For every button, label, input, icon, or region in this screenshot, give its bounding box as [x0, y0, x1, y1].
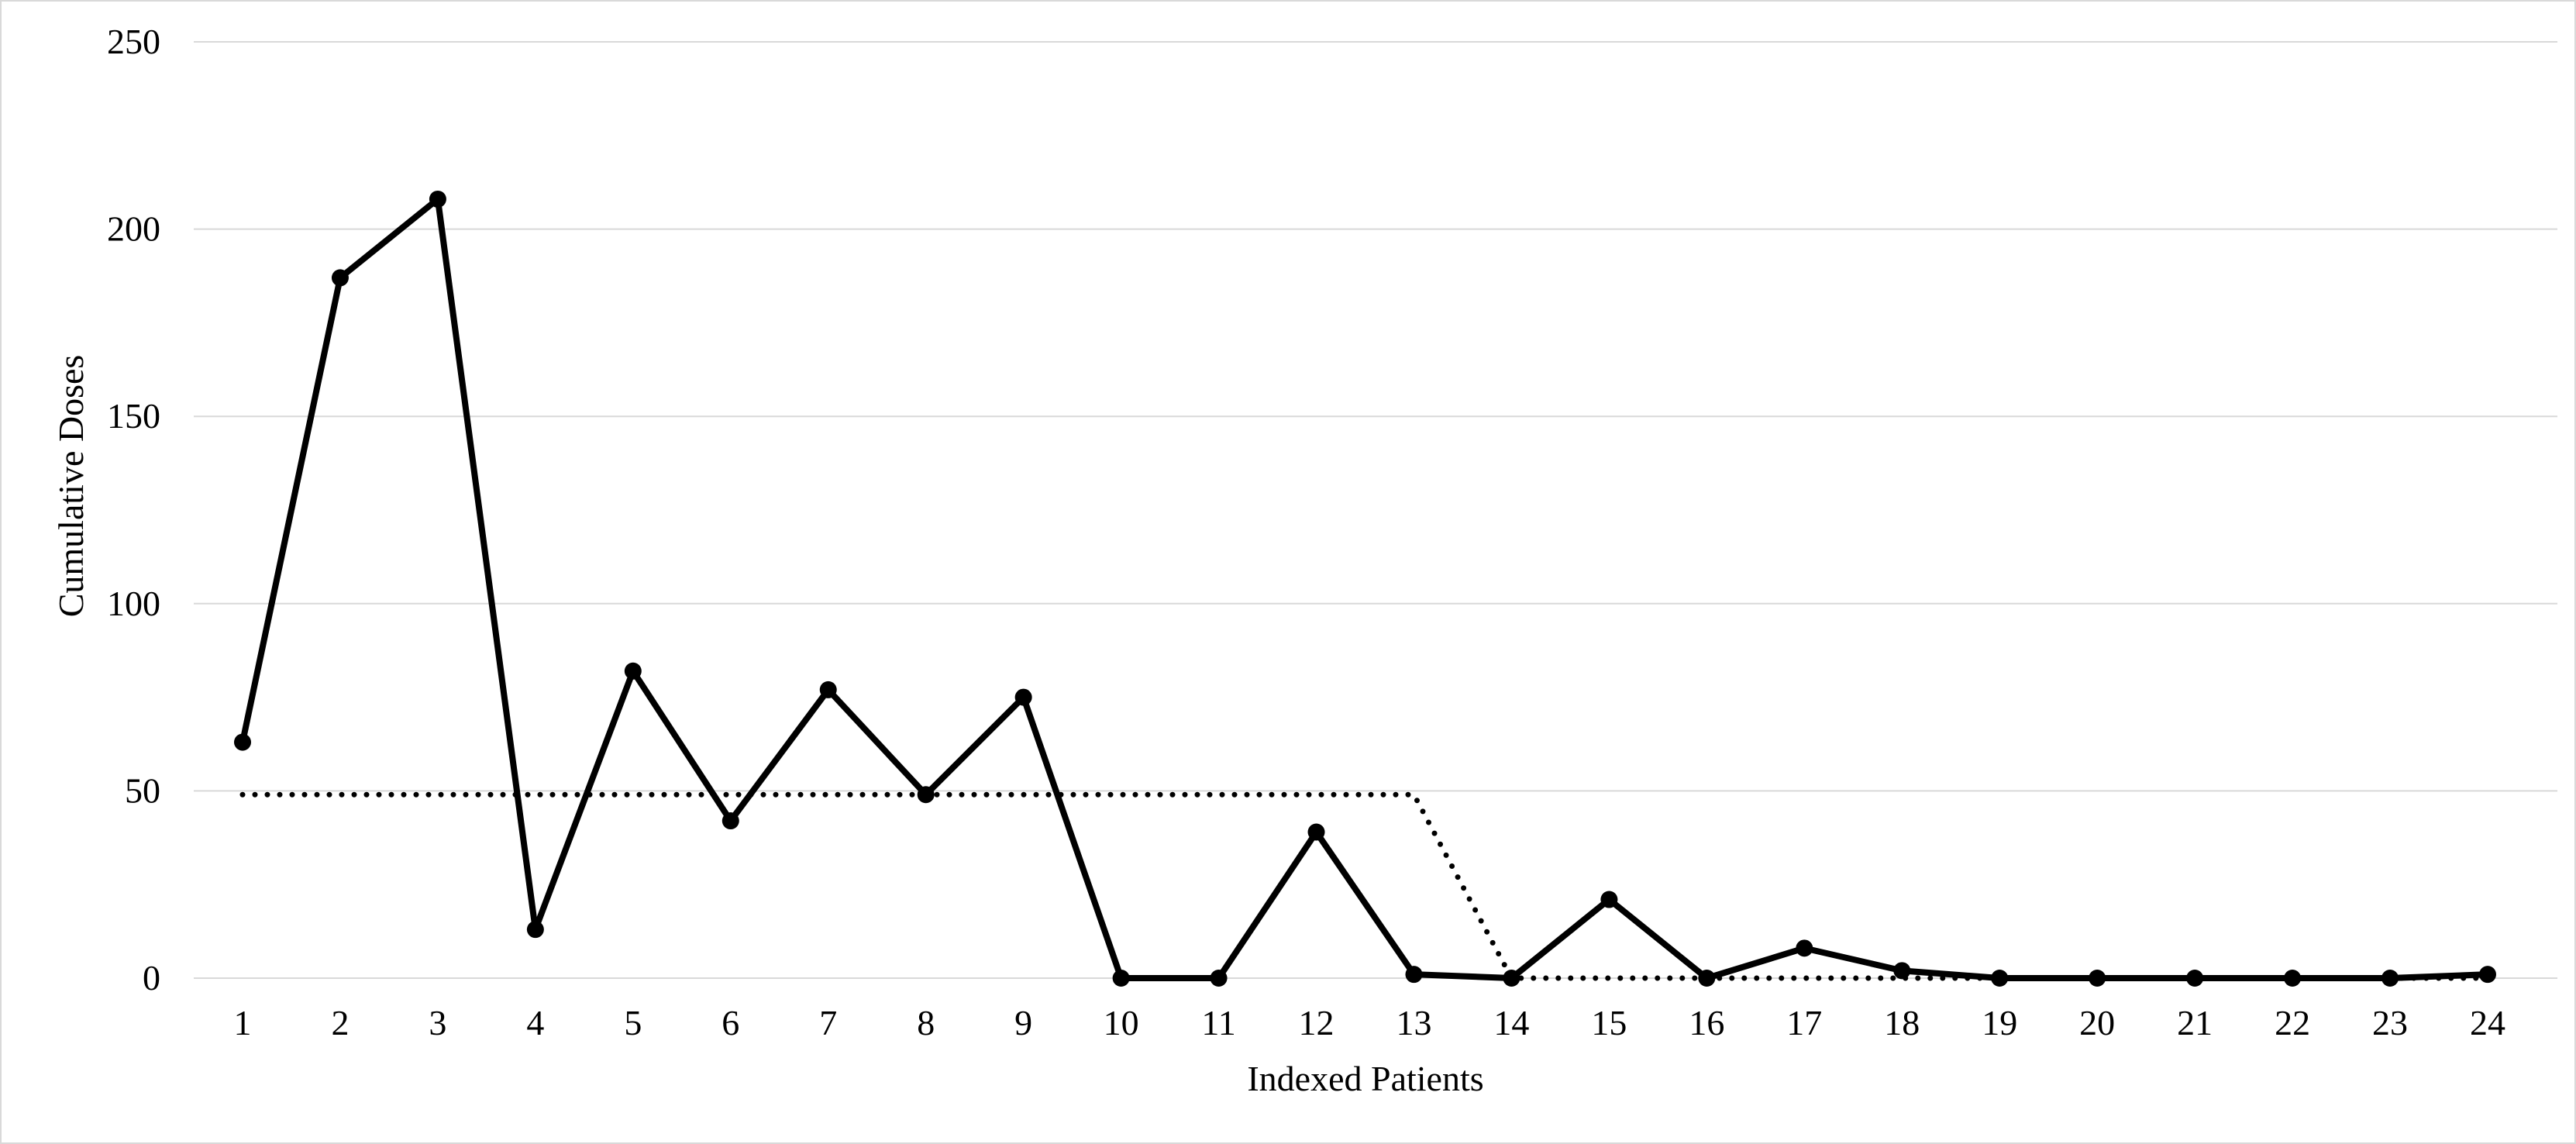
x-tick-label-9: 9 — [1014, 1003, 1032, 1042]
y-axis-title: Cumulative Doses — [51, 355, 91, 618]
y-tick-label-150: 150 — [107, 396, 160, 436]
x-tick-label-13: 13 — [1396, 1003, 1431, 1042]
x-tick-label-17: 17 — [1786, 1003, 1822, 1042]
x-tick-label-18: 18 — [1884, 1003, 1920, 1042]
x-tick-label-3: 3 — [429, 1003, 446, 1042]
x-tick-label-10: 10 — [1104, 1003, 1139, 1042]
x-tick-label-1: 1 — [234, 1003, 252, 1042]
x-tick-label-16: 16 — [1689, 1003, 1724, 1042]
series-line-solid — [239, 195, 2488, 981]
data-point-24 — [2479, 966, 2496, 984]
data-point-5 — [624, 662, 642, 680]
data-point-7 — [819, 681, 837, 698]
x-tick-label-22: 22 — [2275, 1003, 2310, 1042]
x-axis-title: Indexed Patients — [1247, 1059, 1483, 1098]
x-tick-label-19: 19 — [1982, 1003, 2017, 1042]
data-point-4 — [526, 921, 544, 939]
x-tick-label-14: 14 — [1493, 1003, 1529, 1042]
data-point-6 — [721, 812, 739, 830]
data-point-20 — [2089, 970, 2106, 987]
x-tick-label-20: 20 — [2079, 1003, 2115, 1042]
data-point-2 — [331, 269, 349, 287]
gridlines — [194, 41, 2557, 979]
y-tick-label-100: 100 — [107, 584, 160, 623]
x-tick-label-2: 2 — [331, 1003, 349, 1042]
data-point-21 — [2186, 970, 2204, 987]
y-tick-label-200: 200 — [107, 209, 160, 249]
data-point-12 — [1307, 823, 1325, 841]
data-point-13 — [1405, 966, 1423, 984]
x-axis-ticks: 1 2 3 4 5 6 7 8 9 10 11 12 13 14 15 16 17 18 19 20 21 22 23 24 — [234, 1003, 2506, 1042]
data-point-1 — [234, 733, 251, 751]
data-point-18 — [1893, 962, 1911, 980]
x-tick-label-12: 12 — [1299, 1003, 1334, 1042]
data-point-9 — [1014, 688, 1032, 706]
y-tick-label-250: 250 — [107, 22, 160, 61]
y-tick-label-50: 50 — [125, 770, 160, 810]
series-layer — [234, 190, 2496, 987]
x-tick-label-5: 5 — [624, 1003, 642, 1042]
x-tick-label-11: 11 — [1201, 1003, 1235, 1042]
x-tick-label-23: 23 — [2372, 1003, 2408, 1042]
y-axis-ticks: 0 50 100 150 200 250 — [107, 22, 160, 998]
data-point-10 — [1112, 970, 1130, 987]
data-point-14 — [1503, 970, 1520, 987]
data-point-19 — [1991, 970, 2009, 987]
x-tick-label-21: 21 — [2177, 1003, 2213, 1042]
x-tick-label-24: 24 — [2470, 1003, 2505, 1042]
data-point-15 — [1600, 891, 1618, 908]
data-point-17 — [1796, 939, 1813, 957]
series-line-dotted — [239, 791, 2491, 981]
x-tick-label-6: 6 — [721, 1003, 739, 1042]
x-tick-label-7: 7 — [819, 1003, 837, 1042]
y-tick-label-0: 0 — [143, 958, 160, 998]
data-point-3 — [429, 190, 446, 208]
data-point-11 — [1210, 970, 1228, 987]
x-tick-label-4: 4 — [526, 1003, 544, 1042]
x-tick-label-15: 15 — [1591, 1003, 1627, 1042]
x-tick-label-8: 8 — [917, 1003, 935, 1042]
